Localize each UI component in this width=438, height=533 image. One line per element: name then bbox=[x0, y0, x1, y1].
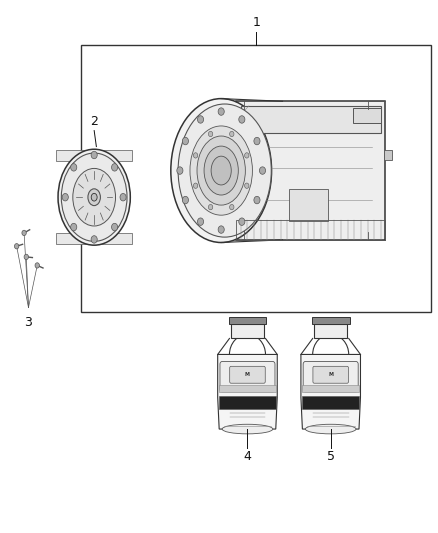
Circle shape bbox=[112, 164, 118, 171]
Circle shape bbox=[239, 116, 245, 123]
FancyBboxPatch shape bbox=[303, 361, 358, 392]
Circle shape bbox=[22, 230, 26, 236]
Ellipse shape bbox=[190, 126, 252, 215]
Bar bbox=[384, 150, 392, 160]
Ellipse shape bbox=[91, 193, 97, 201]
Circle shape bbox=[208, 205, 213, 210]
Circle shape bbox=[35, 263, 39, 268]
Circle shape bbox=[91, 151, 97, 159]
Circle shape bbox=[254, 196, 260, 204]
Bar bbox=[219, 385, 276, 392]
Ellipse shape bbox=[58, 149, 131, 245]
Ellipse shape bbox=[171, 99, 272, 243]
Circle shape bbox=[182, 196, 188, 204]
Ellipse shape bbox=[61, 153, 127, 241]
Ellipse shape bbox=[197, 136, 245, 205]
Circle shape bbox=[14, 244, 19, 249]
Circle shape bbox=[259, 167, 265, 174]
Ellipse shape bbox=[204, 146, 238, 195]
Circle shape bbox=[230, 205, 234, 210]
Circle shape bbox=[218, 108, 224, 115]
Circle shape bbox=[182, 138, 188, 145]
Text: 3: 3 bbox=[25, 316, 32, 328]
Bar bbox=[240, 106, 381, 133]
Bar bbox=[231, 324, 264, 338]
Bar bbox=[56, 150, 132, 161]
Circle shape bbox=[71, 164, 77, 171]
Bar bbox=[289, 189, 328, 221]
Bar bbox=[237, 101, 385, 240]
Polygon shape bbox=[218, 354, 277, 429]
Ellipse shape bbox=[305, 424, 356, 434]
Bar bbox=[219, 396, 276, 409]
FancyBboxPatch shape bbox=[313, 366, 349, 383]
Circle shape bbox=[112, 223, 118, 231]
Bar bbox=[302, 385, 359, 392]
Bar bbox=[312, 317, 350, 324]
Circle shape bbox=[62, 193, 68, 201]
Circle shape bbox=[91, 236, 97, 243]
FancyBboxPatch shape bbox=[230, 366, 265, 383]
Circle shape bbox=[244, 153, 249, 158]
Circle shape bbox=[198, 116, 204, 123]
Circle shape bbox=[120, 193, 126, 201]
Bar bbox=[56, 233, 132, 244]
Polygon shape bbox=[301, 354, 360, 429]
Text: 5: 5 bbox=[327, 450, 335, 463]
Circle shape bbox=[24, 254, 28, 260]
Text: 1: 1 bbox=[252, 17, 260, 29]
Bar bbox=[229, 317, 266, 324]
Ellipse shape bbox=[222, 424, 273, 434]
Circle shape bbox=[218, 226, 224, 233]
Circle shape bbox=[254, 138, 260, 145]
Text: 4: 4 bbox=[244, 450, 251, 463]
FancyBboxPatch shape bbox=[220, 361, 275, 392]
Circle shape bbox=[198, 218, 204, 225]
Bar bbox=[302, 396, 359, 409]
Ellipse shape bbox=[88, 189, 100, 206]
Circle shape bbox=[239, 218, 245, 225]
Circle shape bbox=[208, 131, 213, 136]
Ellipse shape bbox=[178, 104, 271, 237]
Bar bbox=[353, 108, 381, 123]
Circle shape bbox=[177, 167, 183, 174]
Circle shape bbox=[71, 223, 77, 231]
Ellipse shape bbox=[73, 168, 116, 226]
Bar bbox=[237, 220, 385, 240]
Circle shape bbox=[194, 153, 198, 158]
Text: M: M bbox=[245, 372, 250, 377]
Bar bbox=[314, 324, 347, 338]
Text: 2: 2 bbox=[90, 115, 98, 128]
Circle shape bbox=[244, 183, 249, 188]
Ellipse shape bbox=[211, 156, 231, 185]
Circle shape bbox=[194, 183, 198, 188]
Bar bbox=[81, 45, 431, 312]
Circle shape bbox=[230, 131, 234, 136]
Text: M: M bbox=[328, 372, 333, 377]
